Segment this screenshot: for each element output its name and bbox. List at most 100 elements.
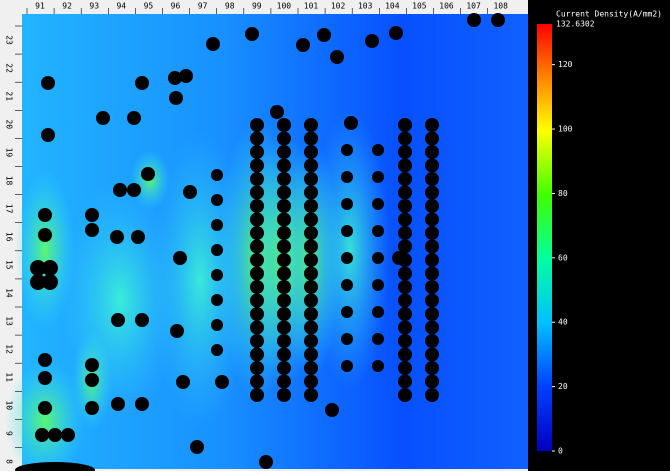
via xyxy=(277,320,291,335)
via xyxy=(425,320,439,335)
via xyxy=(277,226,291,240)
via xyxy=(277,145,291,159)
via xyxy=(372,279,384,291)
via xyxy=(304,118,318,132)
via xyxy=(304,374,318,389)
via xyxy=(372,360,384,372)
via xyxy=(304,212,318,227)
via xyxy=(173,251,187,265)
ruler-top-label: 102 xyxy=(331,2,346,11)
via xyxy=(277,158,291,173)
via xyxy=(341,252,353,264)
via xyxy=(304,320,318,335)
via xyxy=(211,319,223,331)
via xyxy=(372,333,384,345)
via xyxy=(341,279,353,291)
via xyxy=(85,208,99,222)
via xyxy=(304,388,318,402)
via xyxy=(170,324,184,338)
via xyxy=(250,388,264,402)
ruler-left-label: 17 xyxy=(5,204,14,214)
via xyxy=(277,253,291,267)
via xyxy=(304,266,318,281)
via xyxy=(425,374,439,389)
via xyxy=(304,172,318,186)
ruler-left-label: 18 xyxy=(5,176,14,186)
via xyxy=(168,71,182,85)
via xyxy=(211,244,223,256)
via xyxy=(398,374,412,389)
via xyxy=(425,347,439,362)
ruler-top-label: 108 xyxy=(493,2,508,11)
via xyxy=(425,388,439,402)
colorbar-tick-label: 100 xyxy=(558,125,573,134)
via xyxy=(304,280,318,294)
via xyxy=(277,131,291,146)
via xyxy=(250,239,264,254)
via xyxy=(135,313,149,327)
ruler-top-label: 106 xyxy=(439,2,454,11)
via xyxy=(61,428,75,442)
via xyxy=(304,334,318,348)
via xyxy=(277,212,291,227)
via xyxy=(250,131,264,146)
via xyxy=(372,225,384,237)
via xyxy=(372,306,384,318)
via xyxy=(398,388,412,402)
via xyxy=(277,293,291,308)
ruler-top-label: 107 xyxy=(466,2,481,11)
via xyxy=(277,172,291,186)
via xyxy=(425,158,439,173)
via xyxy=(135,397,149,411)
via xyxy=(398,307,412,321)
via xyxy=(250,280,264,294)
via xyxy=(85,373,99,387)
ruler-left-label: 13 xyxy=(5,316,14,326)
via xyxy=(113,183,127,197)
via xyxy=(425,131,439,146)
via xyxy=(491,13,505,27)
via xyxy=(127,183,141,197)
via xyxy=(250,185,264,200)
ruler-top-label: 97 xyxy=(198,2,208,11)
via xyxy=(277,185,291,200)
via xyxy=(42,260,58,276)
colorbar-tick-label: 0 xyxy=(558,447,563,456)
ruler-top-label: 94 xyxy=(116,2,126,11)
via xyxy=(325,403,339,417)
via xyxy=(250,118,264,132)
via xyxy=(141,167,155,181)
via xyxy=(304,185,318,200)
via xyxy=(277,280,291,294)
ruler-top-label: 98 xyxy=(225,2,235,11)
via xyxy=(398,239,412,254)
via xyxy=(38,208,52,222)
via xyxy=(250,307,264,321)
via xyxy=(372,252,384,264)
via xyxy=(341,306,353,318)
via xyxy=(277,307,291,321)
ruler-top-label: 100 xyxy=(277,2,292,11)
via xyxy=(111,397,125,411)
ruler-left-label: 23 xyxy=(5,35,14,45)
via xyxy=(425,226,439,240)
via xyxy=(398,361,412,375)
via xyxy=(38,371,52,385)
via xyxy=(250,212,264,227)
ruler-left-label: 21 xyxy=(5,91,14,101)
via xyxy=(211,194,223,206)
via xyxy=(259,455,273,469)
via xyxy=(211,219,223,231)
via xyxy=(425,172,439,186)
via xyxy=(277,266,291,281)
via xyxy=(30,260,46,276)
via xyxy=(135,76,149,90)
via xyxy=(245,27,259,41)
via xyxy=(277,361,291,375)
via xyxy=(392,251,406,265)
via xyxy=(398,347,412,362)
via xyxy=(250,347,264,362)
via xyxy=(304,158,318,173)
via xyxy=(372,171,384,183)
ruler-top-label: 95 xyxy=(144,2,154,11)
